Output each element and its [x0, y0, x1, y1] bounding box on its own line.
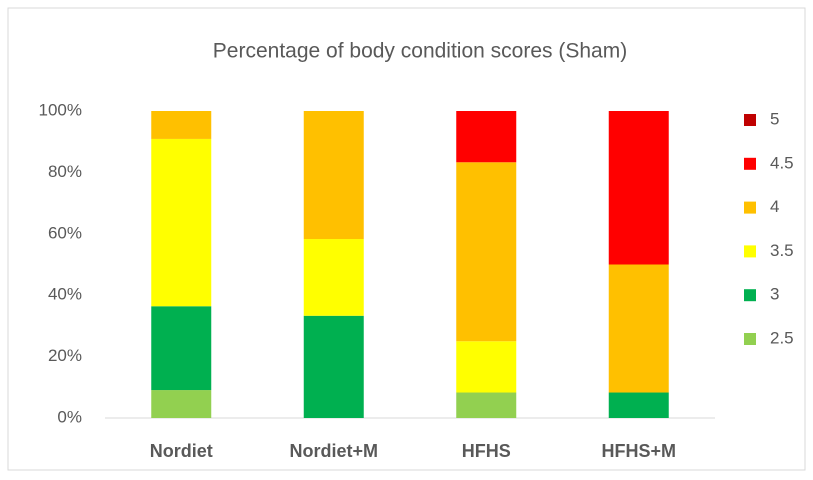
bar-segment [151, 138, 212, 307]
bar-segment [456, 162, 517, 342]
bar-segment [608, 264, 669, 393]
legend-label: 3 [770, 285, 779, 304]
legend-label: 5 [770, 109, 779, 128]
bar-segment [303, 239, 364, 316]
chart-title: Percentage of body condition scores (Sha… [213, 40, 627, 63]
y-tick-label: 100% [39, 100, 82, 119]
bar-segment [608, 392, 669, 418]
y-tick-label: 40% [48, 285, 82, 304]
bar-segment [303, 315, 364, 418]
bar-segment [608, 111, 669, 265]
legend-swatch [744, 114, 756, 126]
x-tick-label: Nordiet [150, 441, 213, 461]
y-tick-label: 60% [48, 223, 82, 242]
bar-segment [151, 390, 212, 418]
bar-segment [456, 341, 517, 393]
bar-segment [456, 111, 517, 163]
y-tick-label: 20% [48, 346, 82, 365]
legend-label: 3.5 [770, 241, 794, 260]
legend-label: 4.5 [770, 153, 794, 172]
x-tick-label: HFHS [462, 441, 511, 461]
x-tick-label: Nordiet+M [289, 441, 378, 461]
legend-label: 2.5 [770, 328, 794, 347]
legend-swatch [744, 333, 756, 345]
chart-frame [7, 7, 806, 471]
legend-swatch [744, 201, 756, 214]
bar-segment [456, 392, 517, 418]
legend-swatch [744, 157, 756, 170]
x-tick-label: HFHS+M [601, 441, 676, 461]
bar-segment [151, 306, 212, 391]
legend-swatch [744, 245, 756, 258]
y-tick-label: 80% [48, 162, 82, 181]
legend-swatch [744, 289, 756, 302]
y-tick-label: 0% [57, 407, 82, 426]
bar-segment [151, 111, 212, 139]
legend-label: 4 [770, 197, 779, 216]
bar-segment [303, 111, 364, 240]
